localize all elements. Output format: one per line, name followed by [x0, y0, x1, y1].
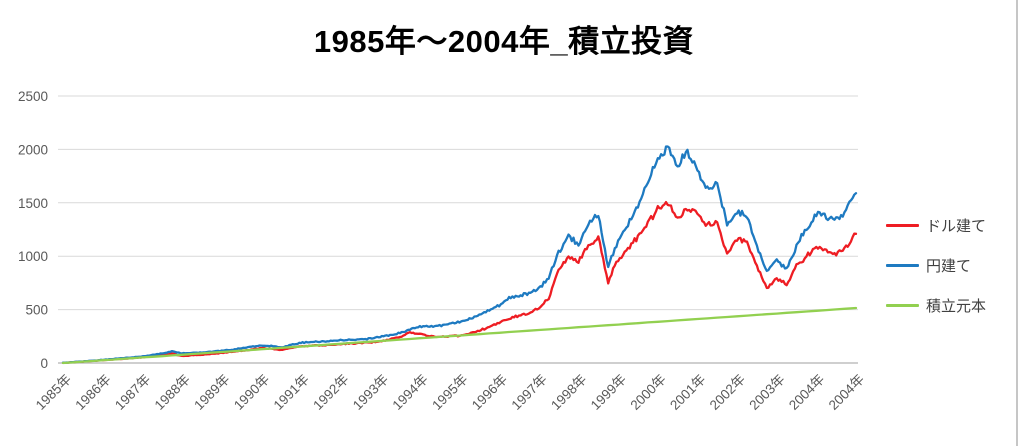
x-tick-label: 1986年	[72, 372, 113, 413]
y-tick-label: 1000	[18, 249, 48, 264]
series-line-jpy	[61, 145, 858, 364]
y-tick-label: 500	[25, 303, 48, 318]
legend-label-jpy: 円建て	[926, 258, 972, 275]
legend-label-principal: 積立元本	[926, 298, 987, 315]
x-tick-label: 1985年	[33, 372, 74, 413]
series-line-usd	[61, 200, 858, 365]
x-tick-label: 2002年	[707, 372, 748, 413]
x-tick-label: 1998年	[548, 372, 589, 413]
x-tick-label: 2004年	[786, 372, 827, 413]
legend-swatch-usd	[886, 224, 919, 227]
x-tick-label: 1993年	[350, 372, 391, 413]
y-tick-label: 0	[40, 356, 48, 371]
x-tick-label: 1987年	[112, 372, 153, 413]
legend-item-jpy: 円建て	[886, 254, 986, 277]
y-tick-label: 1500	[18, 196, 48, 211]
chart-title: 1985年〜2004年_積立投資	[313, 24, 695, 59]
x-tick-label: 1999年	[588, 372, 629, 413]
x-tick-label: 2003年	[746, 372, 787, 413]
x-tick-label: 1994年	[390, 372, 431, 413]
legend: ドル建て 円建て 積立元本	[886, 214, 986, 317]
x-tick-label: 2004年	[826, 372, 867, 413]
legend-swatch-principal	[886, 304, 919, 307]
legend-item-principal: 積立元本	[886, 294, 986, 317]
x-tick-label: 1988年	[152, 372, 193, 413]
legend-item-usd: ドル建て	[886, 214, 986, 237]
x-tick-label: 1996年	[469, 372, 510, 413]
x-tick-label: 1992年	[310, 372, 351, 413]
x-tick-label: 1997年	[509, 372, 550, 413]
x-tick-label: 2000年	[627, 372, 668, 413]
y-tick-label: 2000	[18, 142, 48, 157]
series-line-principal	[61, 306, 858, 365]
legend-label-usd: ドル建て	[926, 218, 987, 235]
y-tick-label: 2500	[18, 89, 48, 104]
legend-swatch-jpy	[886, 264, 919, 267]
x-tick-label: 1989年	[191, 372, 232, 413]
x-tick-label: 1995年	[429, 372, 470, 413]
x-tick-label: 2001年	[667, 372, 708, 413]
x-tick-label: 1990年	[231, 372, 272, 413]
x-tick-label: 1991年	[271, 372, 312, 413]
chart-right-border	[1016, 0, 1018, 446]
